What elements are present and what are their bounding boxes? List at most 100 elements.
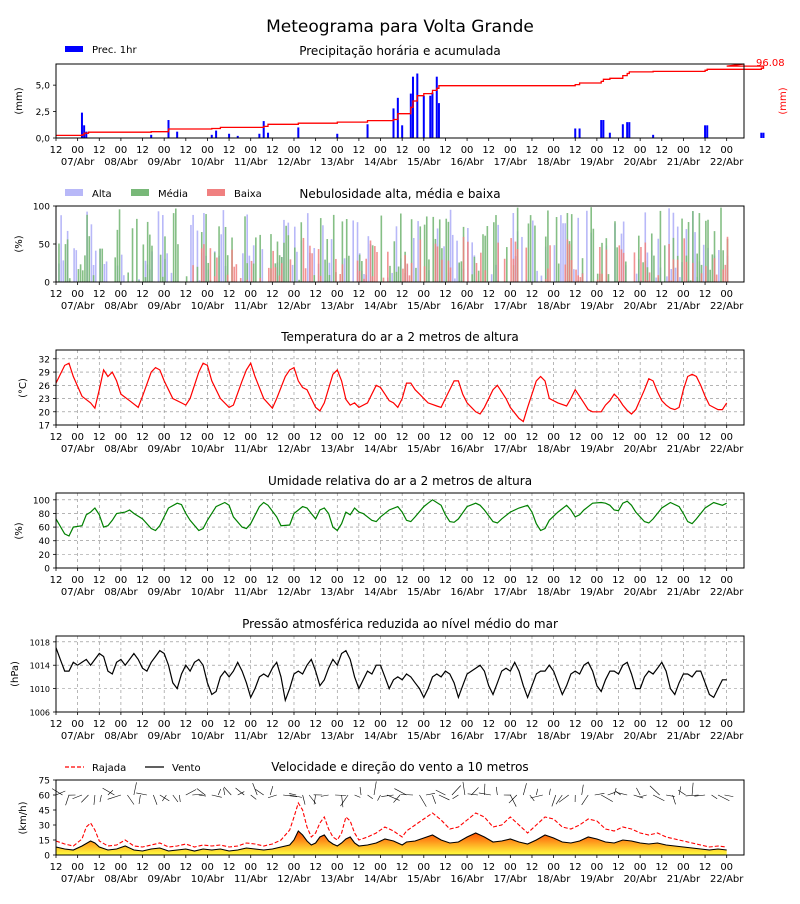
cloud-mid-bar (398, 267, 400, 282)
cloud-low-bar (370, 241, 372, 282)
x-tick-label: 00 (417, 289, 430, 300)
cloud-low-bar (582, 273, 584, 282)
cloud-low-bar (725, 265, 727, 282)
x-tick-label: 00 (591, 432, 604, 443)
cloud-mid-bar (225, 227, 227, 282)
wind-direction-arrow (453, 795, 459, 799)
cloud-high-bar (190, 225, 192, 282)
y-tick-label: 60 (39, 792, 51, 802)
x-tick-label: 12 (396, 719, 409, 730)
x-tick-label: 00 (244, 432, 257, 443)
x-tick-label: 00 (158, 432, 171, 443)
cloud-low-bar (318, 249, 320, 282)
cloud-low-bar (640, 247, 642, 282)
cloud-high-bar (666, 276, 668, 282)
cloud-mid-bar (625, 262, 627, 282)
cloud-mid-bar (277, 242, 279, 282)
x-tick-label: 00 (634, 719, 647, 730)
x-tick-label: 00 (677, 719, 690, 730)
cloud-mid-bar (101, 249, 103, 282)
x-tick-label: 12 (655, 862, 668, 873)
cloud-high-bar (554, 245, 556, 282)
x-tick-label: 12 (655, 432, 668, 443)
x-date-label: 09/Abr (147, 731, 181, 742)
wind-ylabel: (km/h) (18, 801, 29, 834)
cloud-low-bar (290, 259, 292, 282)
y-tick-label: 40 (39, 537, 51, 547)
x-tick-label: 12 (699, 719, 712, 730)
precip-ylabel: (mm) (14, 87, 25, 114)
x-tick-label: 12 (526, 145, 539, 156)
x-date-label: 19/Abr (580, 587, 614, 598)
wind-direction-arrow (127, 795, 134, 805)
x-tick-label: 12 (353, 289, 366, 300)
humidity-line (56, 500, 727, 536)
cloud-low-bar (402, 269, 404, 282)
cloud-mid-bar (709, 270, 711, 282)
x-tick-label: 12 (439, 719, 452, 730)
wind-direction-arrow (530, 795, 534, 801)
x-date-label: 22/Abr (710, 157, 744, 168)
x-tick-label: 00 (677, 575, 690, 586)
y-tick-label: 0 (44, 565, 50, 575)
precip-bar (228, 134, 230, 138)
precip-bar (367, 124, 369, 138)
x-tick-label: 00 (115, 432, 128, 443)
cloud-low-bar (210, 248, 212, 282)
cloud-mid-bar (638, 236, 640, 282)
wind-direction-arrow (484, 784, 485, 795)
cloud-high-bar (352, 220, 354, 282)
x-tick-label: 00 (115, 145, 128, 156)
plot-frame (56, 64, 744, 138)
x-date-label: 21/Abr (667, 444, 701, 455)
x-tick-label: 12 (136, 719, 149, 730)
cloud-mid-bar (461, 261, 463, 282)
y-tick-label: 100 (33, 203, 50, 213)
cloud-mid-bar (432, 217, 434, 282)
wind-direction-arrow (479, 793, 491, 795)
x-date-label: 14/Abr (364, 874, 398, 885)
x-date-label: 20/Abr (623, 444, 657, 455)
x-date-label: 08/Abr (104, 587, 138, 598)
cloud-low-bar (376, 252, 378, 282)
x-tick-label: 00 (374, 862, 387, 873)
cloud-low-bar (513, 259, 515, 282)
cloud-high-bar (249, 256, 251, 282)
x-tick-label: 00 (331, 432, 344, 443)
cloud-mid-bar (426, 216, 428, 282)
x-tick-label: 00 (591, 862, 604, 873)
x-tick-label: 12 (612, 575, 625, 586)
cloud-high-bar (162, 215, 164, 282)
x-tick-label: 12 (136, 145, 149, 156)
cloud-low-bar (701, 273, 703, 282)
x-tick-label: 00 (201, 575, 214, 586)
y-tick-label: 15 (39, 837, 50, 847)
cloud-low-bar (450, 268, 452, 282)
cloud-mid-bar (681, 219, 683, 282)
cloud-low-bar (517, 249, 519, 282)
x-tick-label: 12 (526, 862, 539, 873)
x-tick-label: 00 (71, 719, 84, 730)
x-tick-label: 12 (179, 432, 192, 443)
cloud-mid-bar (88, 236, 90, 282)
x-tick-label: 12 (353, 575, 366, 586)
cloud-mid-bar (143, 244, 145, 282)
cloud-high-bar (123, 275, 125, 282)
cloud-high-bar (95, 251, 97, 282)
x-date-label: 22/Abr (710, 301, 744, 312)
cloud-high-bar (679, 277, 681, 282)
x-tick-label: 12 (136, 862, 149, 873)
cloud-mid-bar (528, 223, 530, 282)
x-tick-label: 00 (504, 432, 517, 443)
x-date-label: 10/Abr (191, 301, 225, 312)
x-tick-label: 00 (201, 719, 214, 730)
humidity-panel: Umidade relativa do ar a 2 metros de alt… (14, 474, 744, 598)
cloud-low-bar (309, 246, 311, 282)
wind-direction-arrow (224, 787, 231, 795)
cloud-mid-bar (445, 219, 447, 282)
x-tick-label: 12 (93, 575, 106, 586)
x-date-label: 21/Abr (667, 301, 701, 312)
precip-bar (438, 103, 440, 138)
x-tick-label: 00 (547, 145, 560, 156)
wind-direction-arrow (134, 782, 137, 795)
